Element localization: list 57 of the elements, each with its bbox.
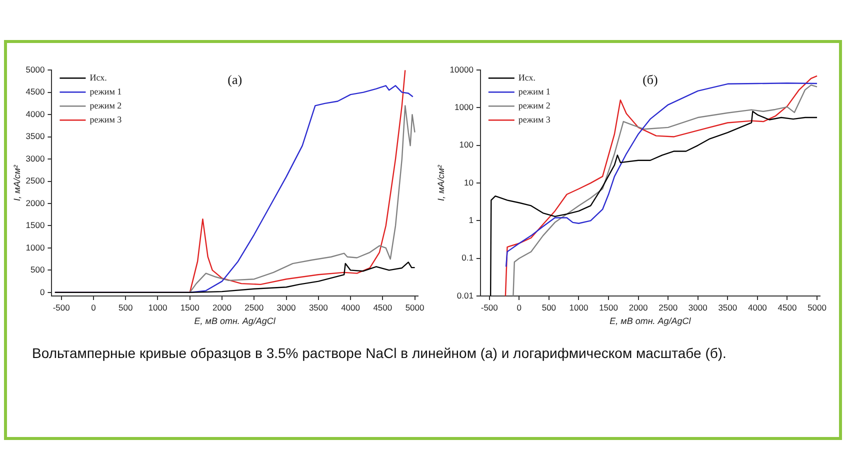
- y-axis-title: I, мА/см²: [12, 164, 22, 201]
- x-tick-label: 0: [516, 302, 522, 312]
- x-tick-label: 3000: [276, 302, 296, 312]
- y-tick-label: 0: [40, 286, 45, 297]
- x-tick-label: -500: [480, 302, 498, 312]
- y-tick-label: 2500: [26, 176, 45, 186]
- legend-label: Исх.: [518, 72, 536, 82]
- x-tick-label: 5000: [405, 302, 425, 312]
- x-tick-label: 500: [118, 302, 133, 312]
- legend-label: режим 3: [90, 114, 122, 124]
- y-tick-label: 100: [459, 140, 474, 150]
- x-tick-label: 3500: [308, 302, 328, 312]
- y-tick-label: 0.01: [456, 290, 474, 300]
- x-tick-label: 4000: [341, 302, 360, 312]
- y-tick-label: 2000: [26, 198, 45, 208]
- x-tick-label: 5000: [808, 302, 827, 312]
- y-tick-label: 0.1: [462, 252, 474, 263]
- y-tick-label: 1000: [454, 102, 474, 112]
- y-tick-label: 10000: [450, 64, 474, 74]
- legend-label: Исх.: [90, 72, 107, 82]
- y-tick-label: 4500: [26, 86, 45, 97]
- legend-label: режим 3: [518, 114, 551, 124]
- chart-title: (а): [228, 72, 242, 88]
- legend-label: режим 2: [90, 100, 122, 110]
- x-tick-label: 1500: [180, 302, 200, 312]
- x-tick-label: 2500: [244, 302, 264, 312]
- x-axis-title: E, мВ отн. Ag/AgCl: [194, 316, 276, 326]
- text: Вольтамперные кривые образцов в 3.5% растворе NaCl в линейном (а) и логарифмическом масштабе (б).: [32, 344, 728, 362]
- y-tick-label: 1000: [26, 242, 45, 252]
- x-tick-label: 4000: [748, 302, 768, 312]
- x-tick-label: 0: [91, 302, 96, 312]
- y-tick-label: 3000: [26, 153, 45, 164]
- y-tick-label: 1: [468, 215, 474, 226]
- y-tick-label: 4000: [26, 108, 45, 119]
- x-tick-label: 2500: [658, 302, 678, 312]
- legend-label: режим 1: [518, 86, 550, 96]
- x-tick-label: 500: [542, 302, 556, 312]
- y-tick-label: 3500: [26, 131, 45, 142]
- x-tick-label: 3000: [688, 302, 708, 312]
- legend-label: режим 2: [518, 100, 550, 110]
- y-tick-label: 10: [464, 177, 474, 188]
- x-tick-label: 1000: [148, 302, 168, 312]
- x-tick-label: -500: [52, 302, 70, 312]
- x-tick-label: 3500: [718, 302, 738, 312]
- x-tick-label: 4500: [778, 302, 797, 312]
- x-tick-label: 1500: [599, 302, 618, 312]
- y-axis-title: I, мА/см²: [436, 164, 446, 201]
- y-tick-label: 5000: [26, 64, 45, 74]
- x-tick-label: 2000: [628, 302, 648, 312]
- x-tick-label: 1000: [569, 302, 588, 312]
- x-axis-title: E, мВ отн. Ag/AgCl: [610, 316, 692, 326]
- chart-title: (б): [642, 72, 658, 88]
- y-tick-label: 500: [30, 264, 45, 275]
- x-tick-label: 2000: [212, 302, 232, 312]
- x-tick-label: 4500: [373, 302, 392, 312]
- y-tick-label: 1500: [26, 220, 45, 230]
- legend-label: режим 1: [90, 86, 122, 96]
